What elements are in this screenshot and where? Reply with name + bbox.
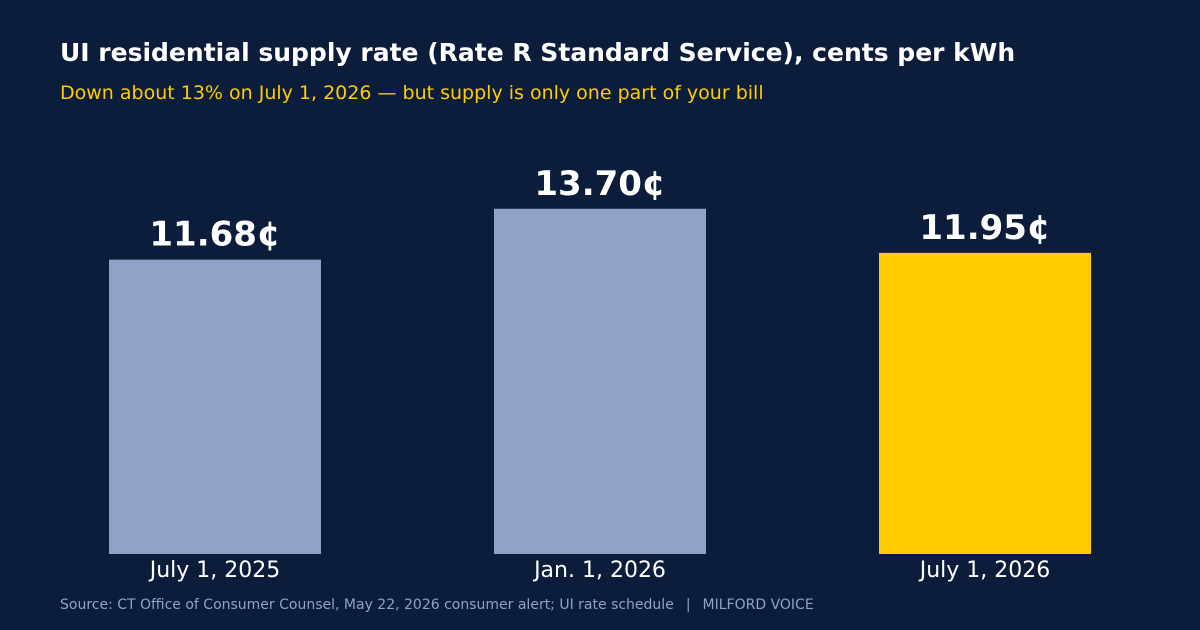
value-label-2: 11.95¢ (919, 208, 1050, 248)
chart-subtitle: Down about 13% on July 1, 2026 — but sup… (60, 82, 764, 104)
value-label-0: 11.68¢ (149, 215, 280, 255)
brand-label: MILFORD VOICE (702, 597, 814, 613)
category-label-1: Jan. 1, 2026 (532, 558, 666, 583)
value-label-1: 13.70¢ (534, 164, 665, 204)
footer-separator: | (685, 597, 691, 613)
category-label-2: July 1, 2026 (918, 558, 1051, 583)
bar-1 (494, 208, 706, 554)
source-note: Source: CT Office of Consumer Counsel, M… (60, 597, 674, 613)
category-label-0: July 1, 2025 (148, 558, 281, 583)
bar-2 (879, 252, 1091, 555)
chart-title: UI residential supply rate (Rate R Stand… (60, 38, 1016, 67)
bar-0 (109, 259, 321, 554)
footer: Source: CT Office of Consumer Counsel, M… (60, 597, 814, 613)
